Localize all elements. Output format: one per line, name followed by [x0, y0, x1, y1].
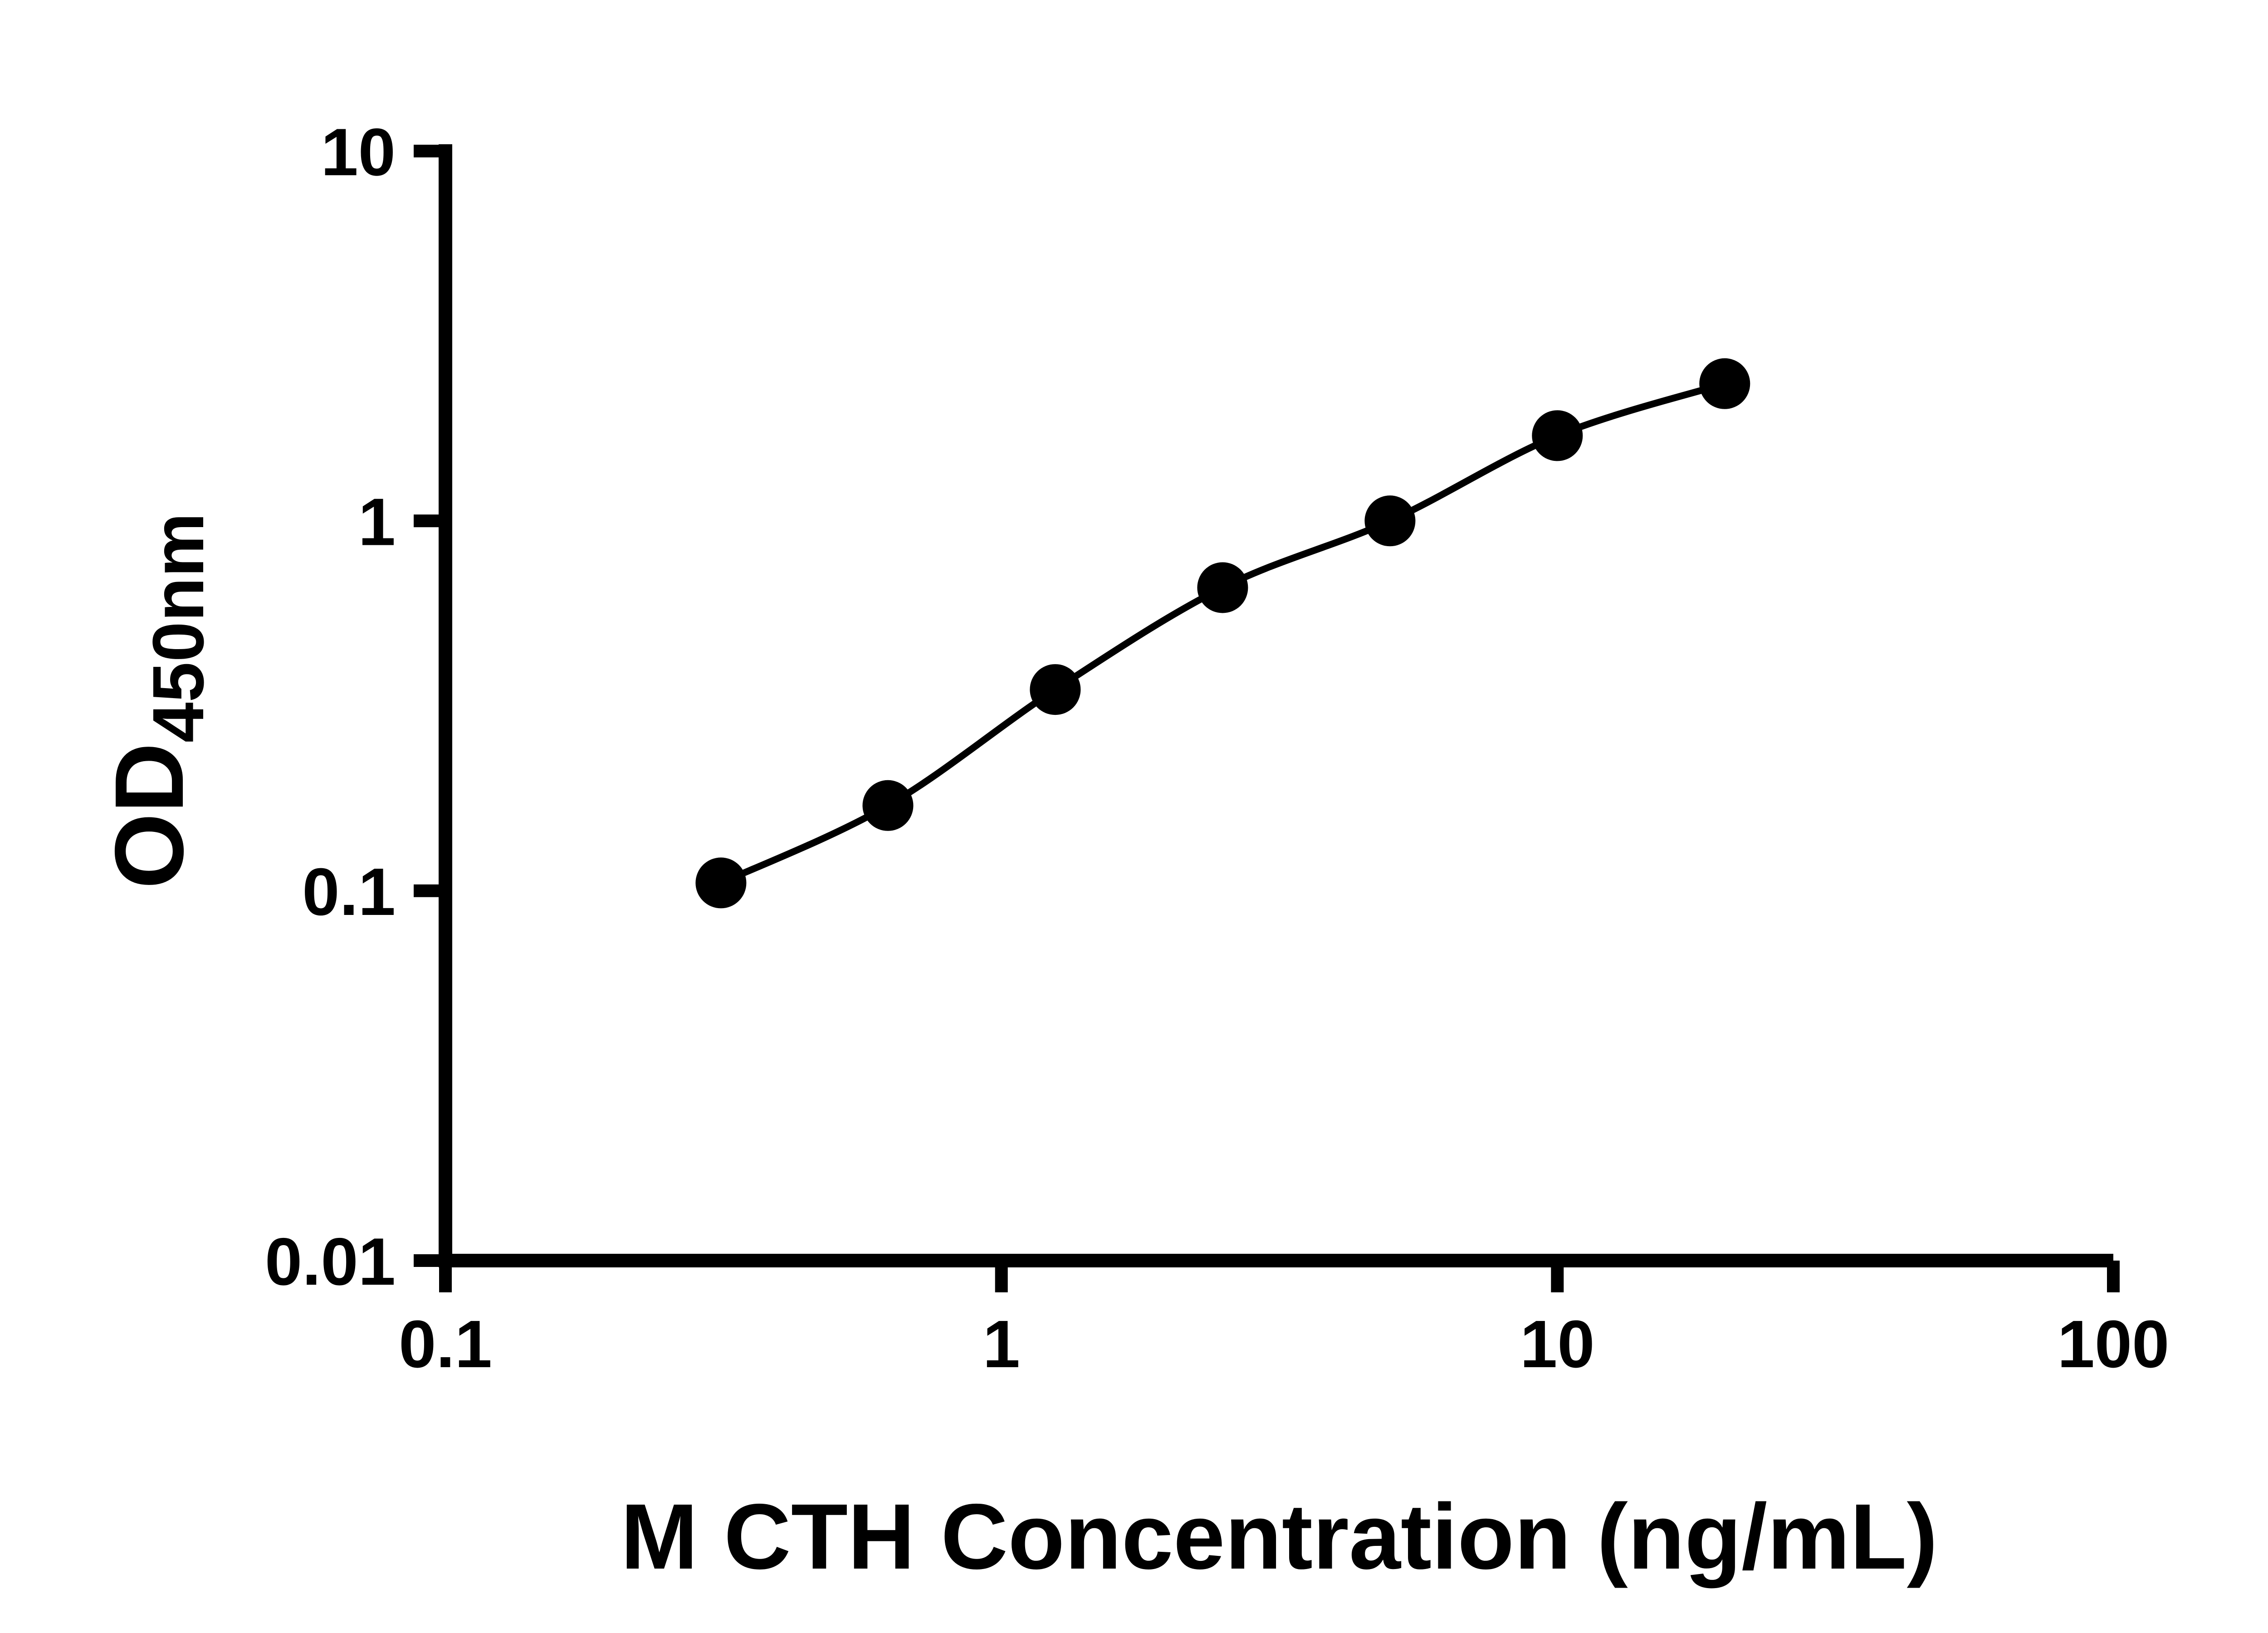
- x-tick-label: 1: [983, 1307, 1020, 1382]
- y-tick-label: 1: [358, 485, 396, 560]
- data-point: [1030, 664, 1081, 715]
- x-tick-label: 100: [2058, 1307, 2170, 1382]
- data-point: [695, 857, 747, 909]
- data-point: [1532, 410, 1583, 461]
- y-axis-title-subscript: 450nm: [137, 513, 219, 743]
- y-tick-label: 0.1: [302, 855, 396, 929]
- data-point: [862, 780, 914, 831]
- axes-group: [414, 144, 2120, 1292]
- y-axis-title-main: OD: [94, 743, 204, 889]
- y-tick-label: 0.01: [265, 1224, 396, 1299]
- x-axis-title: M CTH Concentration (ng/mL): [621, 1485, 1938, 1589]
- data-point: [1197, 562, 1248, 613]
- axis-spines: [439, 144, 2113, 1267]
- x-tick-label: 0.1: [399, 1307, 492, 1382]
- data-point: [1364, 495, 1416, 547]
- data-point: [1699, 358, 1750, 409]
- y-tick-label: 10: [321, 115, 396, 190]
- x-tick-label: 10: [1520, 1307, 1595, 1382]
- series-group: [695, 358, 1750, 909]
- y-axis-title: OD450nm: [93, 513, 220, 889]
